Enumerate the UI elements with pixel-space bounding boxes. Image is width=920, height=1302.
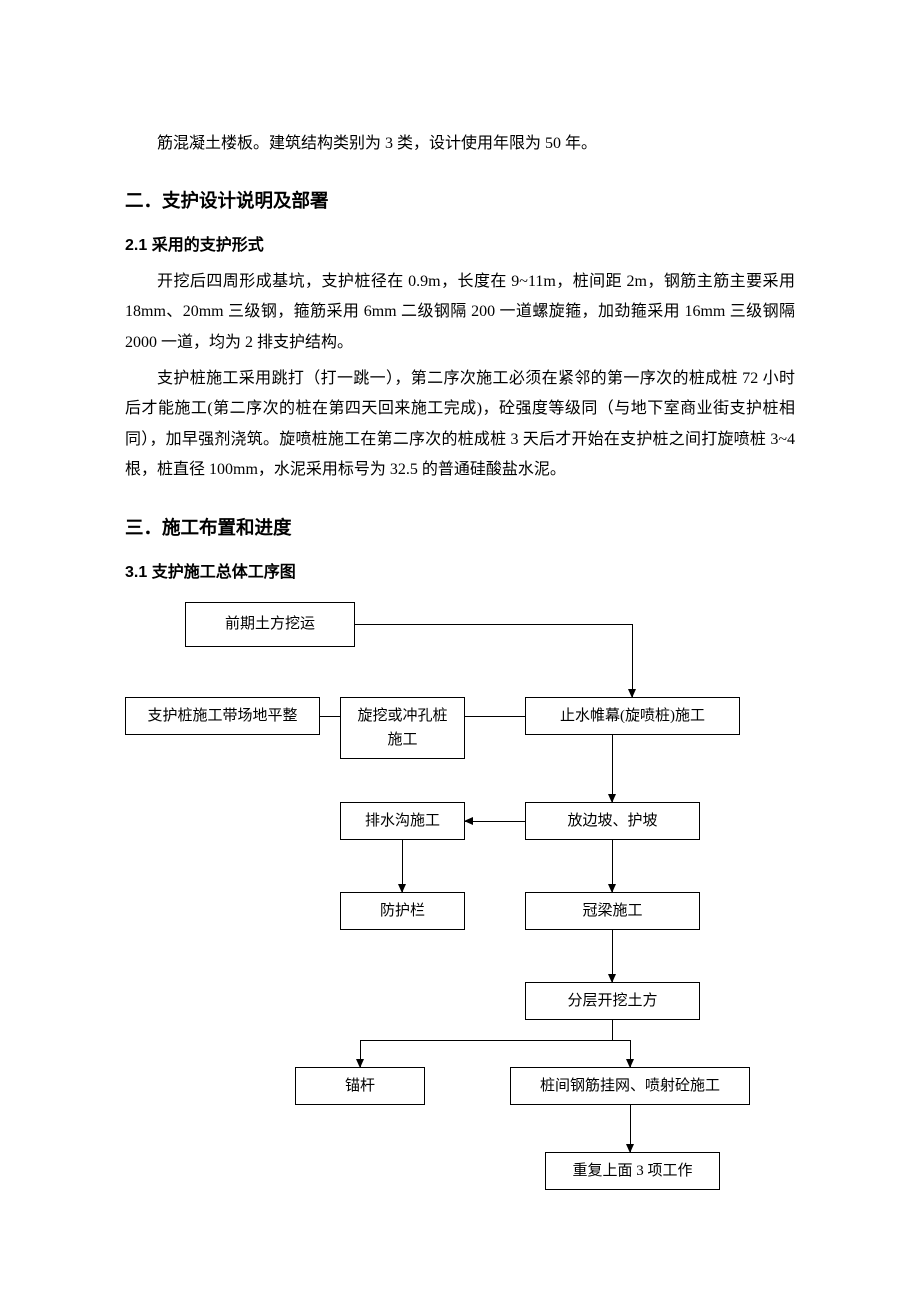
flow-connector bbox=[355, 624, 632, 625]
flow-node-earthwork: 前期土方挖运 bbox=[185, 602, 355, 647]
flow-node-pile-leveling: 支护桩施工带场地平整 bbox=[125, 697, 320, 735]
flow-arrow bbox=[402, 840, 403, 892]
flow-node-guard-rail: 防护栏 bbox=[340, 892, 465, 930]
flow-arrow bbox=[630, 1040, 631, 1067]
flow-arrow bbox=[612, 930, 613, 982]
section2-sub1-heading: 2.1 采用的支护形式 bbox=[125, 231, 795, 255]
flow-node-crown-beam: 冠梁施工 bbox=[525, 892, 700, 930]
flow-arrow bbox=[612, 735, 613, 802]
intro-line: 筋混凝土楼板。建筑结构类别为 3 类，设计使用年限为 50 年。 bbox=[125, 130, 795, 159]
flow-connector bbox=[320, 716, 340, 717]
flow-arrow bbox=[465, 821, 525, 822]
section2-p2: 支护桩施工采用跳打（打一跳一），第二序次施工必须在紧邻的第一序次的桩成桩 72 … bbox=[125, 364, 795, 486]
flow-node-water-curtain: 止水帷幕(旋喷桩)施工 bbox=[525, 697, 740, 735]
flow-node-drainage: 排水沟施工 bbox=[340, 802, 465, 840]
flow-node-slope: 放边坡、护坡 bbox=[525, 802, 700, 840]
flow-arrow bbox=[630, 1105, 631, 1152]
section2-p1: 开挖后四周形成基坑，支护桩径在 0.9m，长度在 9~11m，桩间距 2m，钢筋… bbox=[125, 267, 795, 358]
flow-node-anchor: 锚杆 bbox=[295, 1067, 425, 1105]
flow-connector bbox=[465, 716, 525, 717]
flow-connector bbox=[360, 1040, 630, 1041]
flow-connector bbox=[612, 1020, 613, 1040]
flow-arrow bbox=[360, 1040, 361, 1067]
flow-node-drilling-pile: 旋挖或冲孔桩施工 bbox=[340, 697, 465, 759]
flow-node-mesh-spray: 桩间钢筋挂网、喷射砼施工 bbox=[510, 1067, 750, 1105]
flowchart-container: 前期土方挖运 支护桩施工带场地平整 旋挖或冲孔桩施工 止水帷幕(旋喷桩)施工 排… bbox=[125, 602, 785, 1192]
flow-node-repeat: 重复上面 3 项工作 bbox=[545, 1152, 720, 1190]
section3-heading: 三．施工布置和进度 bbox=[125, 514, 795, 540]
flow-node-layer-excavation: 分层开挖土方 bbox=[525, 982, 700, 1020]
flow-arrow bbox=[632, 624, 633, 697]
section2-heading: 二．支护设计说明及部署 bbox=[125, 187, 795, 213]
flow-arrow bbox=[612, 840, 613, 892]
section3-sub1-heading: 3.1 支护施工总体工序图 bbox=[125, 558, 795, 582]
